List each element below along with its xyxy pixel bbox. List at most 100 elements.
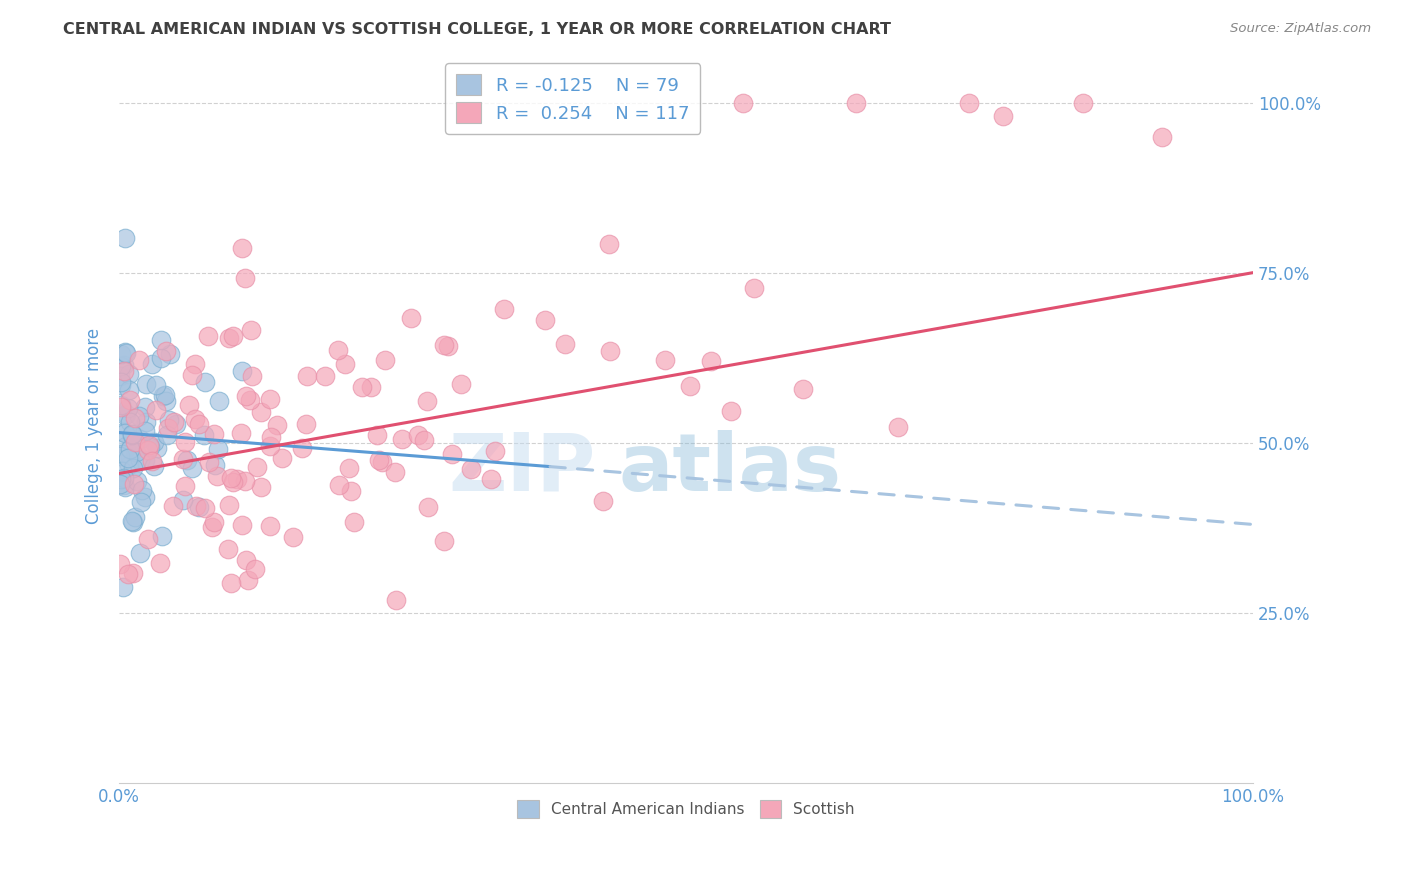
Point (172, 452, 194, 467)
Point (1152, 129, 1174, 144)
Point (117, 383, 139, 397)
Point (479, 473, 502, 487)
Legend: Central American Indians, Scottish: Central American Indians, Scottish (509, 792, 862, 825)
Point (959, 95, 981, 110)
Point (174, 479, 197, 493)
Point (231, 364, 253, 378)
Point (124, 411, 146, 425)
Point (110, 476, 132, 491)
Point (111, 464, 134, 478)
Point (340, 483, 363, 498)
Text: ZIP: ZIP (449, 430, 595, 508)
Point (150, 351, 173, 365)
Point (150, 529, 173, 543)
Point (128, 453, 150, 467)
Point (110, 369, 132, 384)
Point (136, 533, 159, 547)
Point (143, 459, 166, 474)
Point (450, 377, 472, 392)
Point (125, 445, 148, 459)
Point (845, 95, 868, 110)
Point (217, 541, 239, 556)
Point (177, 397, 200, 411)
Point (226, 472, 249, 486)
Point (180, 461, 202, 475)
Point (720, 404, 742, 418)
Point (112, 358, 135, 372)
Point (202, 427, 225, 442)
Point (110, 346, 132, 360)
Point (484, 443, 506, 458)
Point (110, 557, 132, 571)
Point (128, 409, 150, 423)
Point (240, 323, 263, 337)
Point (176, 452, 198, 467)
Point (374, 353, 396, 368)
Point (1071, 95, 1094, 110)
Point (112, 478, 135, 492)
Point (186, 499, 208, 513)
Point (155, 343, 177, 358)
Point (110, 398, 132, 412)
Point (259, 392, 281, 406)
Point (218, 499, 240, 513)
Point (437, 339, 460, 353)
Point (235, 389, 257, 403)
Point (281, 529, 304, 543)
Point (250, 405, 273, 419)
Point (731, 95, 754, 110)
Point (222, 475, 245, 489)
Point (193, 428, 215, 442)
Point (314, 368, 336, 383)
Point (592, 494, 614, 508)
Point (117, 451, 139, 466)
Point (598, 236, 620, 251)
Point (360, 380, 382, 394)
Point (131, 483, 153, 498)
Point (219, 575, 242, 590)
Point (121, 514, 143, 528)
Point (333, 357, 356, 371)
Point (138, 443, 160, 458)
Point (135, 415, 157, 429)
Point (122, 566, 145, 581)
Point (117, 566, 139, 581)
Point (246, 459, 269, 474)
Point (162, 500, 184, 514)
Point (157, 413, 180, 427)
Point (172, 492, 194, 507)
Point (118, 415, 141, 429)
Point (149, 556, 172, 570)
Point (352, 380, 374, 394)
Point (181, 368, 204, 383)
Point (155, 393, 177, 408)
Point (654, 353, 676, 368)
Point (152, 389, 174, 403)
Point (120, 442, 142, 457)
Point (128, 352, 150, 367)
Point (188, 417, 211, 432)
Point (231, 518, 253, 533)
Point (367, 453, 389, 467)
Point (236, 573, 259, 587)
Text: CENTRAL AMERICAN INDIAN VS SCOTTISH COLLEGE, 1 YEAR OR MORE CORRELATION CHART: CENTRAL AMERICAN INDIAN VS SCOTTISH COLL… (63, 22, 891, 37)
Point (145, 442, 167, 456)
Point (124, 510, 146, 524)
Point (134, 401, 156, 415)
Point (156, 428, 179, 442)
Point (295, 417, 318, 431)
Point (118, 450, 141, 465)
Point (218, 331, 240, 345)
Point (239, 392, 262, 407)
Point (202, 515, 225, 529)
Point (121, 428, 143, 442)
Point (249, 480, 271, 494)
Point (157, 421, 180, 435)
Point (159, 347, 181, 361)
Point (554, 337, 576, 351)
Point (111, 447, 134, 461)
Point (187, 500, 209, 514)
Text: atlas: atlas (619, 430, 841, 508)
Point (110, 376, 132, 390)
Point (121, 515, 143, 529)
